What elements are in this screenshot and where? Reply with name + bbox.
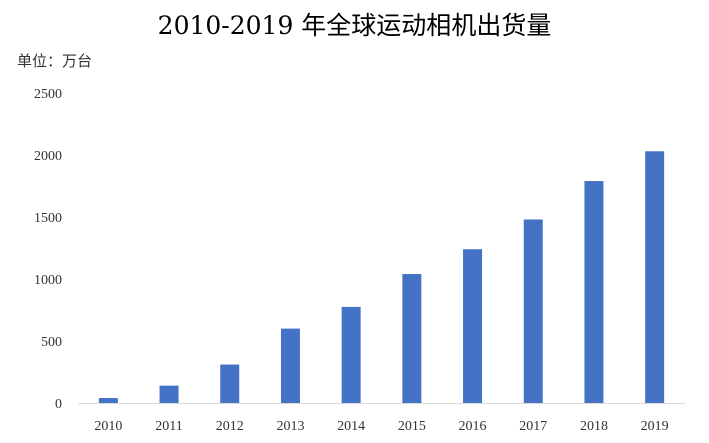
- bar-2019: [645, 151, 665, 403]
- x-tick-label: 2010: [94, 419, 122, 434]
- x-tick-label: 2019: [641, 419, 669, 434]
- y-tick-label: 2000: [34, 149, 62, 164]
- x-tick-label: 2014: [337, 419, 365, 434]
- y-tick-label: 0: [55, 397, 62, 412]
- x-tick-label: 2018: [580, 419, 608, 434]
- bars-group: [98, 151, 665, 403]
- x-tick-label: 2016: [459, 419, 487, 434]
- bar-2013: [280, 328, 300, 403]
- bar-2016: [463, 249, 483, 403]
- y-tick-label: 1500: [34, 211, 62, 226]
- y-axis-ticks: 0 500 1000 1500 2000 2500: [34, 87, 62, 412]
- y-tick-label: 1000: [34, 273, 62, 288]
- unit-label: 单位：万台: [17, 52, 93, 70]
- bar-2011: [159, 385, 179, 403]
- chart-title: 2010-2019 年全球运动相机出货量: [157, 11, 552, 40]
- bar-2017: [523, 219, 543, 403]
- bar-2012: [220, 364, 240, 403]
- bar-2015: [402, 274, 422, 403]
- bar-2014: [341, 306, 361, 403]
- bar-2010: [98, 398, 118, 403]
- bar-2018: [584, 181, 604, 403]
- y-tick-label: 500: [41, 335, 62, 350]
- x-tick-label: 2012: [216, 419, 244, 434]
- x-tick-label: 2015: [398, 419, 426, 434]
- x-tick-label: 2011: [155, 419, 182, 434]
- x-tick-label: 2017: [519, 419, 547, 434]
- x-axis-ticks: 2010 2011 2012 2013 2014 2015 2016 2017 2018 2019: [94, 419, 668, 434]
- x-tick-label: 2013: [276, 419, 304, 434]
- y-tick-label: 2500: [34, 87, 62, 102]
